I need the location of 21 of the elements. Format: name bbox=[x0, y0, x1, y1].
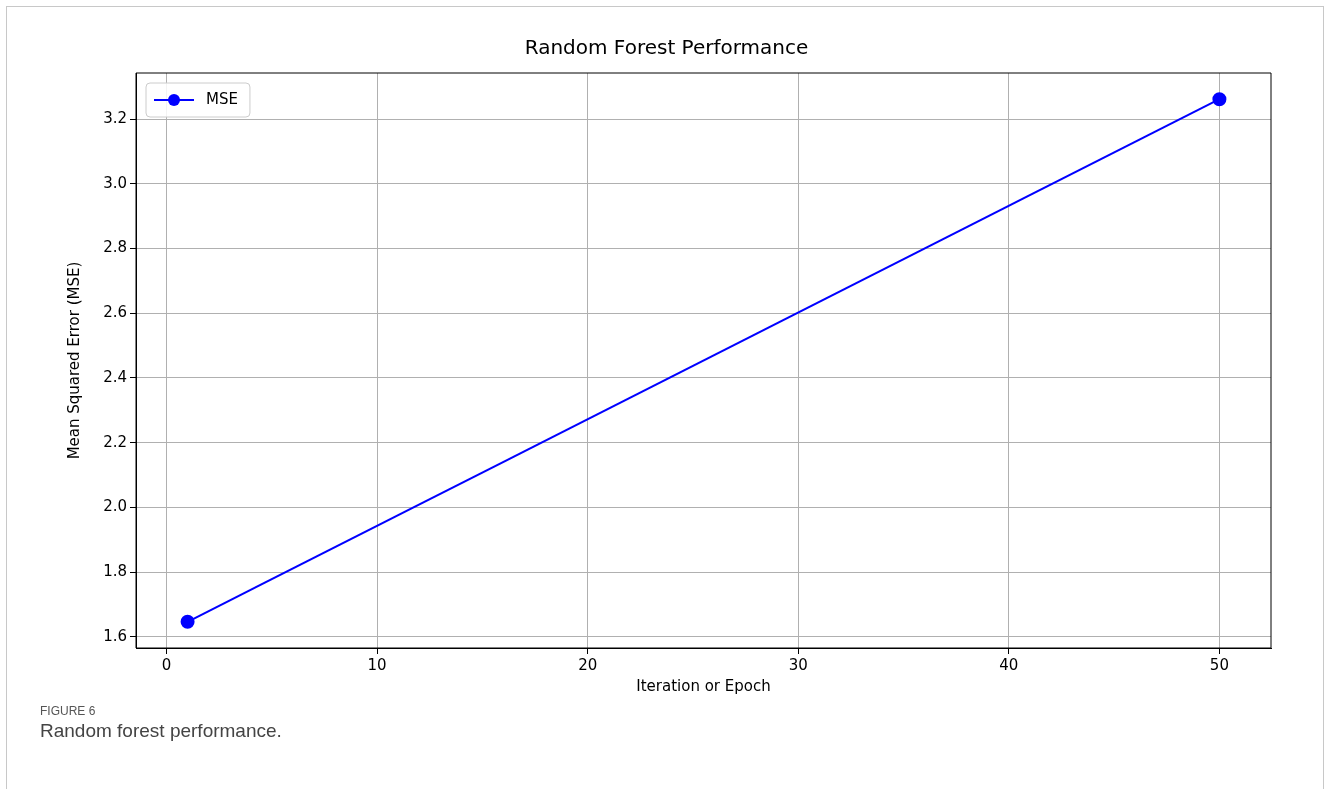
y-tick-label: 2.8 bbox=[103, 238, 127, 257]
y-tick-label: 2.0 bbox=[103, 497, 127, 516]
x-axis-title: Iteration or Epoch bbox=[636, 676, 771, 695]
text: Random forest performance. bbox=[40, 720, 282, 742]
x-tick-label: 40 bbox=[999, 655, 1019, 674]
legend-label: MSE bbox=[206, 89, 238, 108]
caption: FIGURE 6 bbox=[40, 704, 96, 718]
y-tick-label: 3.0 bbox=[103, 173, 127, 192]
x-tick-label: 30 bbox=[788, 655, 808, 674]
x-tick-label: 10 bbox=[367, 655, 387, 674]
y-tick-label: 2.4 bbox=[103, 367, 127, 386]
y-axis-title: Mean Squared Error (MSE) bbox=[64, 261, 83, 460]
x-tick-label: 0 bbox=[161, 655, 172, 674]
y-tick-label: 2.6 bbox=[103, 303, 127, 322]
y-tick-label: 1.6 bbox=[103, 626, 127, 645]
y-tick-label: 1.8 bbox=[103, 561, 127, 580]
y-tick-label: 2.2 bbox=[103, 432, 127, 451]
x-tick-label: 50 bbox=[1209, 655, 1229, 674]
x-tick-label: 20 bbox=[578, 655, 598, 674]
chart-title: Random Forest Performance bbox=[524, 35, 809, 60]
y-tick-label: 3.2 bbox=[103, 109, 127, 128]
